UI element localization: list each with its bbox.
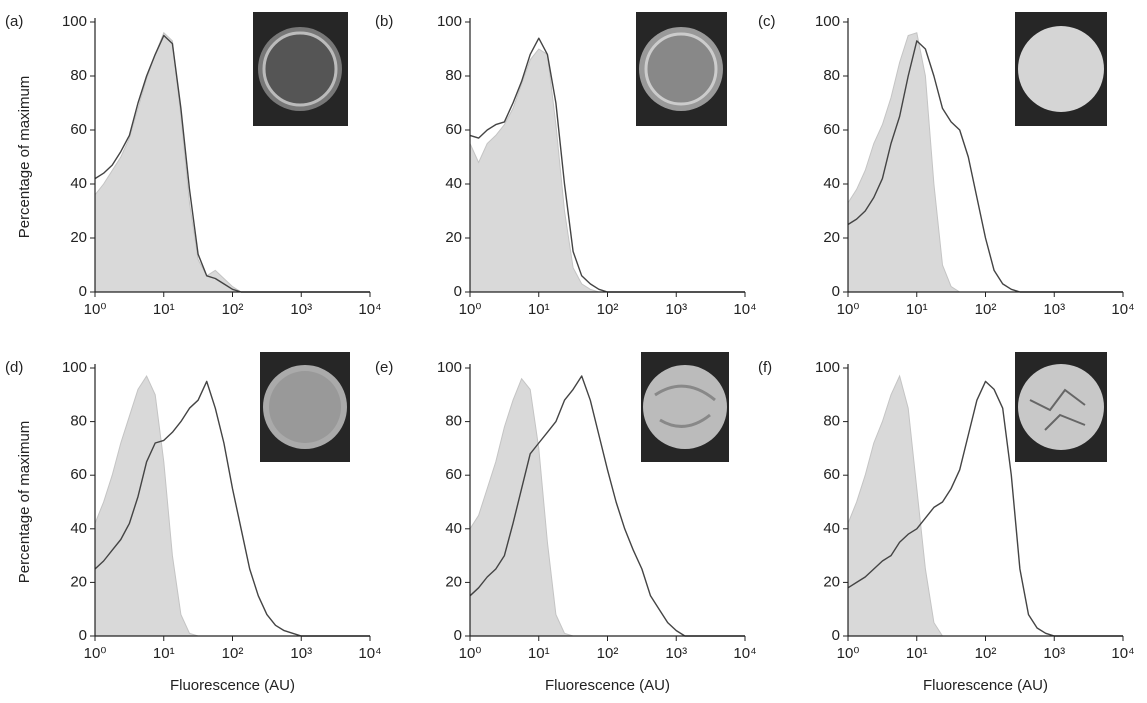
panel-label: (b): [375, 13, 393, 30]
x-tick-label: 10³: [290, 645, 312, 662]
x-tick-label: 10⁴: [358, 301, 381, 318]
y-tick-label: 60: [70, 121, 87, 138]
y-tick-label: 40: [445, 520, 462, 537]
dish-photo: [641, 352, 729, 462]
x-tick-label: 10⁴: [358, 645, 381, 662]
x-tick-label: 10²: [975, 645, 997, 662]
panel-label: (d): [5, 359, 23, 376]
y-tick-label: 20: [70, 229, 87, 246]
x-tick-label: 10²: [597, 645, 619, 662]
y-tick-label: 20: [445, 573, 462, 590]
x-tick-label: 10⁰: [459, 645, 482, 662]
x-tick-label: 10³: [1043, 645, 1065, 662]
y-tick-label: 80: [70, 413, 87, 430]
y-tick-label: 40: [70, 520, 87, 537]
panel-label: (a): [5, 13, 23, 30]
y-tick-label: 0: [454, 627, 462, 644]
y-tick-label: 100: [62, 359, 87, 376]
dish-photo: [253, 12, 348, 126]
y-tick-label: 20: [823, 229, 840, 246]
dish-photo: [636, 12, 727, 126]
y-tick-label: 0: [832, 283, 840, 300]
x-tick-label: 10⁰: [84, 645, 107, 662]
x-axis-label: Fluorescence (AU): [170, 677, 295, 694]
x-tick-label: 10¹: [153, 301, 175, 318]
x-tick-label: 10¹: [153, 645, 175, 662]
x-tick-label: 10⁰: [837, 301, 860, 318]
x-tick-label: 10³: [665, 301, 687, 318]
y-tick-label: 80: [445, 67, 462, 84]
y-tick-label: 80: [445, 413, 462, 430]
panel: 0 20 40 60 80 100 10⁰ 10¹ 10² 10³ 10⁴ (e) Fluorescen…: [375, 359, 757, 694]
panel-label: (c): [758, 13, 776, 30]
x-tick-label: 10¹: [528, 301, 550, 318]
x-tick-label: 10⁴: [1111, 301, 1134, 318]
panel: 0 20 40 60 80 100 10⁰ 10¹ 10² 10³ 10⁴ (c): [758, 13, 1135, 318]
x-tick-label: 10⁰: [837, 645, 860, 662]
panel: 0 20 40 60 80 100 10⁰ 10¹ 10² 10³ 10⁴ (d) Percentage…: [5, 359, 382, 694]
x-tick-label: 10¹: [906, 301, 928, 318]
y-axis-label: Percentage of maximum: [16, 76, 33, 239]
x-tick-label: 10³: [290, 301, 312, 318]
y-tick-label: 100: [62, 13, 87, 30]
y-tick-label: 100: [815, 13, 840, 30]
panel: 0 20 40 60 80 100 10⁰ 10¹ 10² 10³ 10⁴ (b): [375, 13, 757, 318]
y-tick-label: 80: [823, 67, 840, 84]
y-tick-label: 60: [445, 121, 462, 138]
y-tick-label: 60: [70, 466, 87, 483]
x-tick-label: 10⁰: [459, 301, 482, 318]
x-tick-label: 10²: [222, 645, 244, 662]
y-tick-label: 40: [823, 175, 840, 192]
x-tick-label: 10⁴: [733, 301, 756, 318]
x-tick-label: 10⁴: [1111, 645, 1134, 662]
x-tick-label: 10⁰: [84, 301, 107, 318]
y-tick-label: 60: [445, 466, 462, 483]
y-tick-label: 20: [70, 573, 87, 590]
x-tick-label: 10¹: [528, 645, 550, 662]
x-tick-label: 10¹: [906, 645, 928, 662]
y-tick-label: 60: [823, 121, 840, 138]
x-tick-label: 10²: [597, 301, 619, 318]
y-tick-label: 80: [70, 67, 87, 84]
x-tick-label: 10³: [1043, 301, 1065, 318]
x-axis-label: Fluorescence (AU): [923, 677, 1048, 694]
y-tick-label: 0: [79, 627, 87, 644]
y-tick-label: 60: [823, 466, 840, 483]
y-tick-label: 100: [437, 359, 462, 376]
panel-label: (e): [375, 359, 393, 376]
insets: [253, 12, 1107, 462]
y-axis-label: Percentage of maximum: [16, 421, 33, 584]
x-tick-label: 10²: [222, 301, 244, 318]
y-tick-label: 80: [823, 413, 840, 430]
y-tick-label: 0: [454, 283, 462, 300]
y-tick-label: 40: [445, 175, 462, 192]
x-tick-label: 10⁴: [733, 645, 756, 662]
x-axis-label: Fluorescence (AU): [545, 677, 670, 694]
y-tick-label: 0: [832, 627, 840, 644]
y-tick-label: 20: [823, 573, 840, 590]
panel: 0 20 40 60 80 100 10⁰ 10¹ 10² 10³ 10⁴ (a) Percentage…: [5, 13, 382, 318]
y-tick-label: 20: [445, 229, 462, 246]
dish-photo: [1015, 352, 1107, 462]
x-tick-label: 10³: [665, 645, 687, 662]
y-tick-label: 0: [79, 283, 87, 300]
y-tick-label: 40: [823, 520, 840, 537]
y-tick-label: 100: [437, 13, 462, 30]
panel: 0 20 40 60 80 100 10⁰ 10¹ 10² 10³ 10⁴ (f) Fluorescen…: [758, 359, 1135, 694]
x-tick-label: 10²: [975, 301, 997, 318]
y-tick-label: 100: [815, 359, 840, 376]
panel-label: (f): [758, 359, 772, 376]
dish-photo: [1015, 12, 1107, 126]
y-tick-label: 40: [70, 175, 87, 192]
dish-photo: [260, 352, 350, 462]
